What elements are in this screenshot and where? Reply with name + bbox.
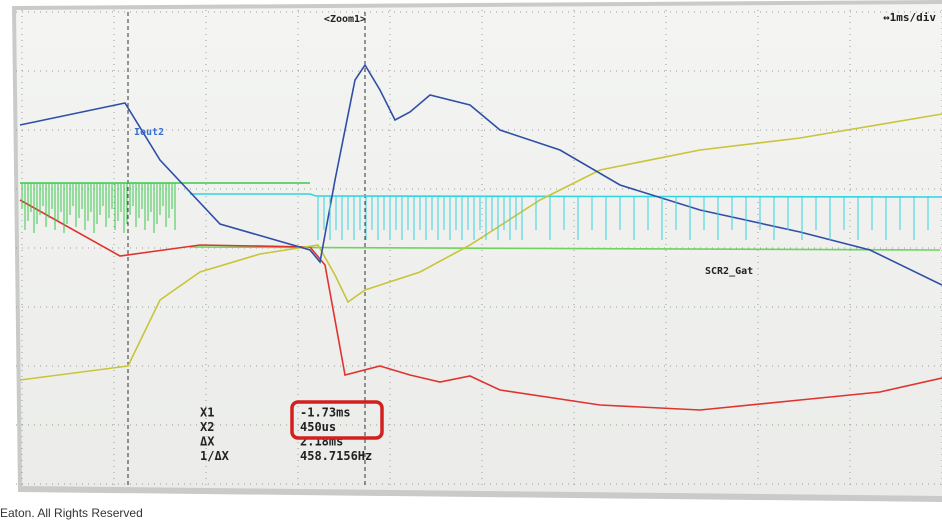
footer: Eaton. All Rights Reserved bbox=[0, 506, 143, 520]
page: {"screen": {"zoom_label": "<Zoom1>", "ti… bbox=[0, 0, 942, 521]
slide: <Zoom1> ↔1ms/div Iout2 SCR2_Gat X1 -1.73m… bbox=[0, 0, 942, 521]
cursor-value: -1.73ms bbox=[300, 406, 351, 420]
cursor-label: X2 bbox=[200, 420, 214, 434]
trace-label: Iout2 bbox=[134, 127, 164, 138]
cursor-label: X1 bbox=[200, 406, 214, 420]
cursor-value: 458.7156Hz bbox=[300, 449, 372, 463]
timebase: ↔1ms/div bbox=[883, 11, 936, 24]
zoom-label: <Zoom1> bbox=[324, 14, 366, 25]
cursor-label: ΔX bbox=[200, 435, 215, 449]
cursor-label: 1/ΔX bbox=[200, 449, 230, 463]
cursor-value: 450us bbox=[300, 420, 336, 434]
trace-label: SCR2_Gat bbox=[705, 266, 753, 277]
